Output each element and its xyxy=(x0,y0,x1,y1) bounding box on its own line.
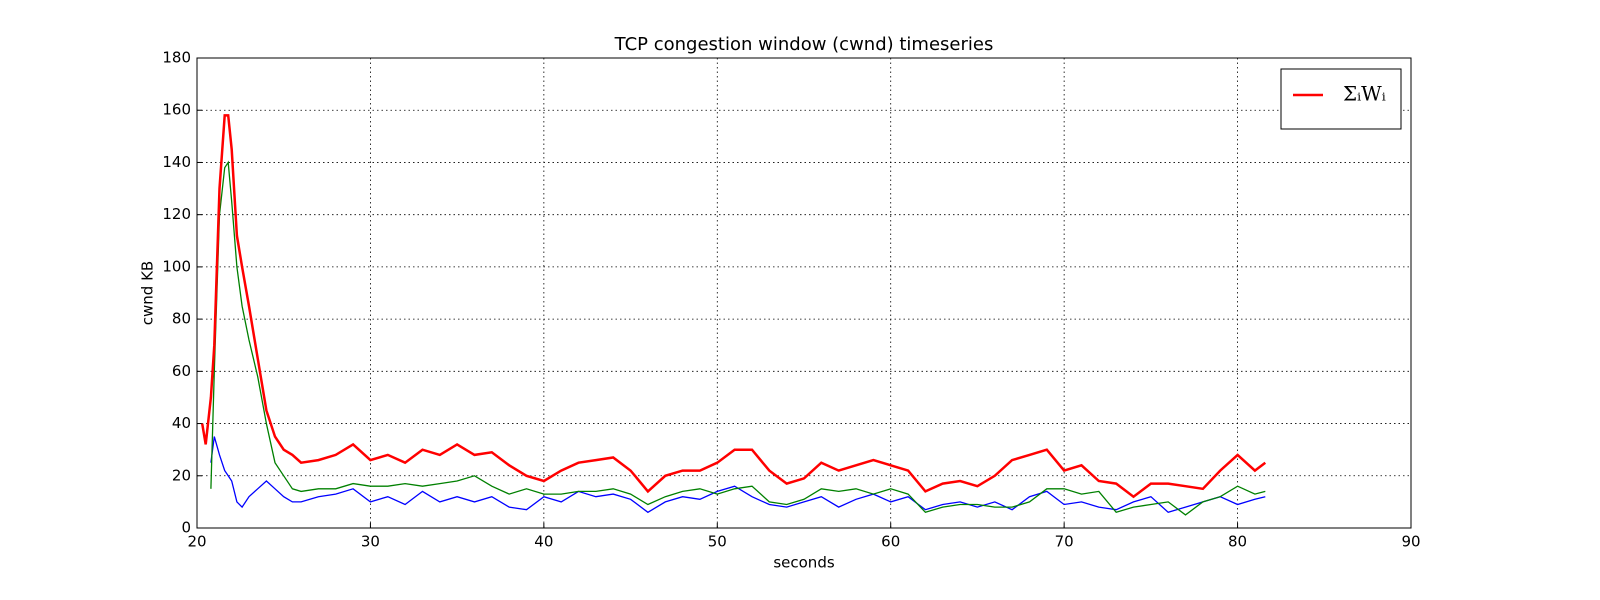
legend-label: ΣᵢWᵢ xyxy=(1343,82,1386,106)
x-tick-label: 60 xyxy=(881,533,900,551)
x-tick-label: 80 xyxy=(1228,533,1247,551)
legend-box xyxy=(1280,68,1402,130)
y-tick-label: 40 xyxy=(172,414,191,432)
y-tick-label: 60 xyxy=(172,362,191,380)
chart-title: TCP congestion window (cwnd) timeseries xyxy=(614,34,994,55)
y-axis-label: cwnd KB xyxy=(139,261,157,325)
y-tick-label: 100 xyxy=(162,257,191,275)
series-line xyxy=(210,436,1266,514)
x-tick-label: 30 xyxy=(361,533,380,551)
y-tick-label: 160 xyxy=(162,101,191,119)
y-tick-label: 180 xyxy=(162,49,191,67)
y-tick-label: 0 xyxy=(181,519,191,537)
x-tick-label: 90 xyxy=(1401,533,1420,551)
series-line xyxy=(210,160,1266,516)
y-tick-label: 20 xyxy=(172,466,191,484)
plot-frame xyxy=(196,57,1412,529)
y-tick-label: 120 xyxy=(162,205,191,223)
x-axis-label: seconds xyxy=(773,554,834,572)
x-tick-label: 70 xyxy=(1055,533,1074,551)
x-tick-label: 50 xyxy=(708,533,727,551)
y-tick-label: 80 xyxy=(172,310,191,328)
x-tick-label: 40 xyxy=(534,533,553,551)
y-tick-label: 140 xyxy=(162,153,191,171)
series-line xyxy=(200,114,1267,499)
x-tick-label: 20 xyxy=(187,533,206,551)
